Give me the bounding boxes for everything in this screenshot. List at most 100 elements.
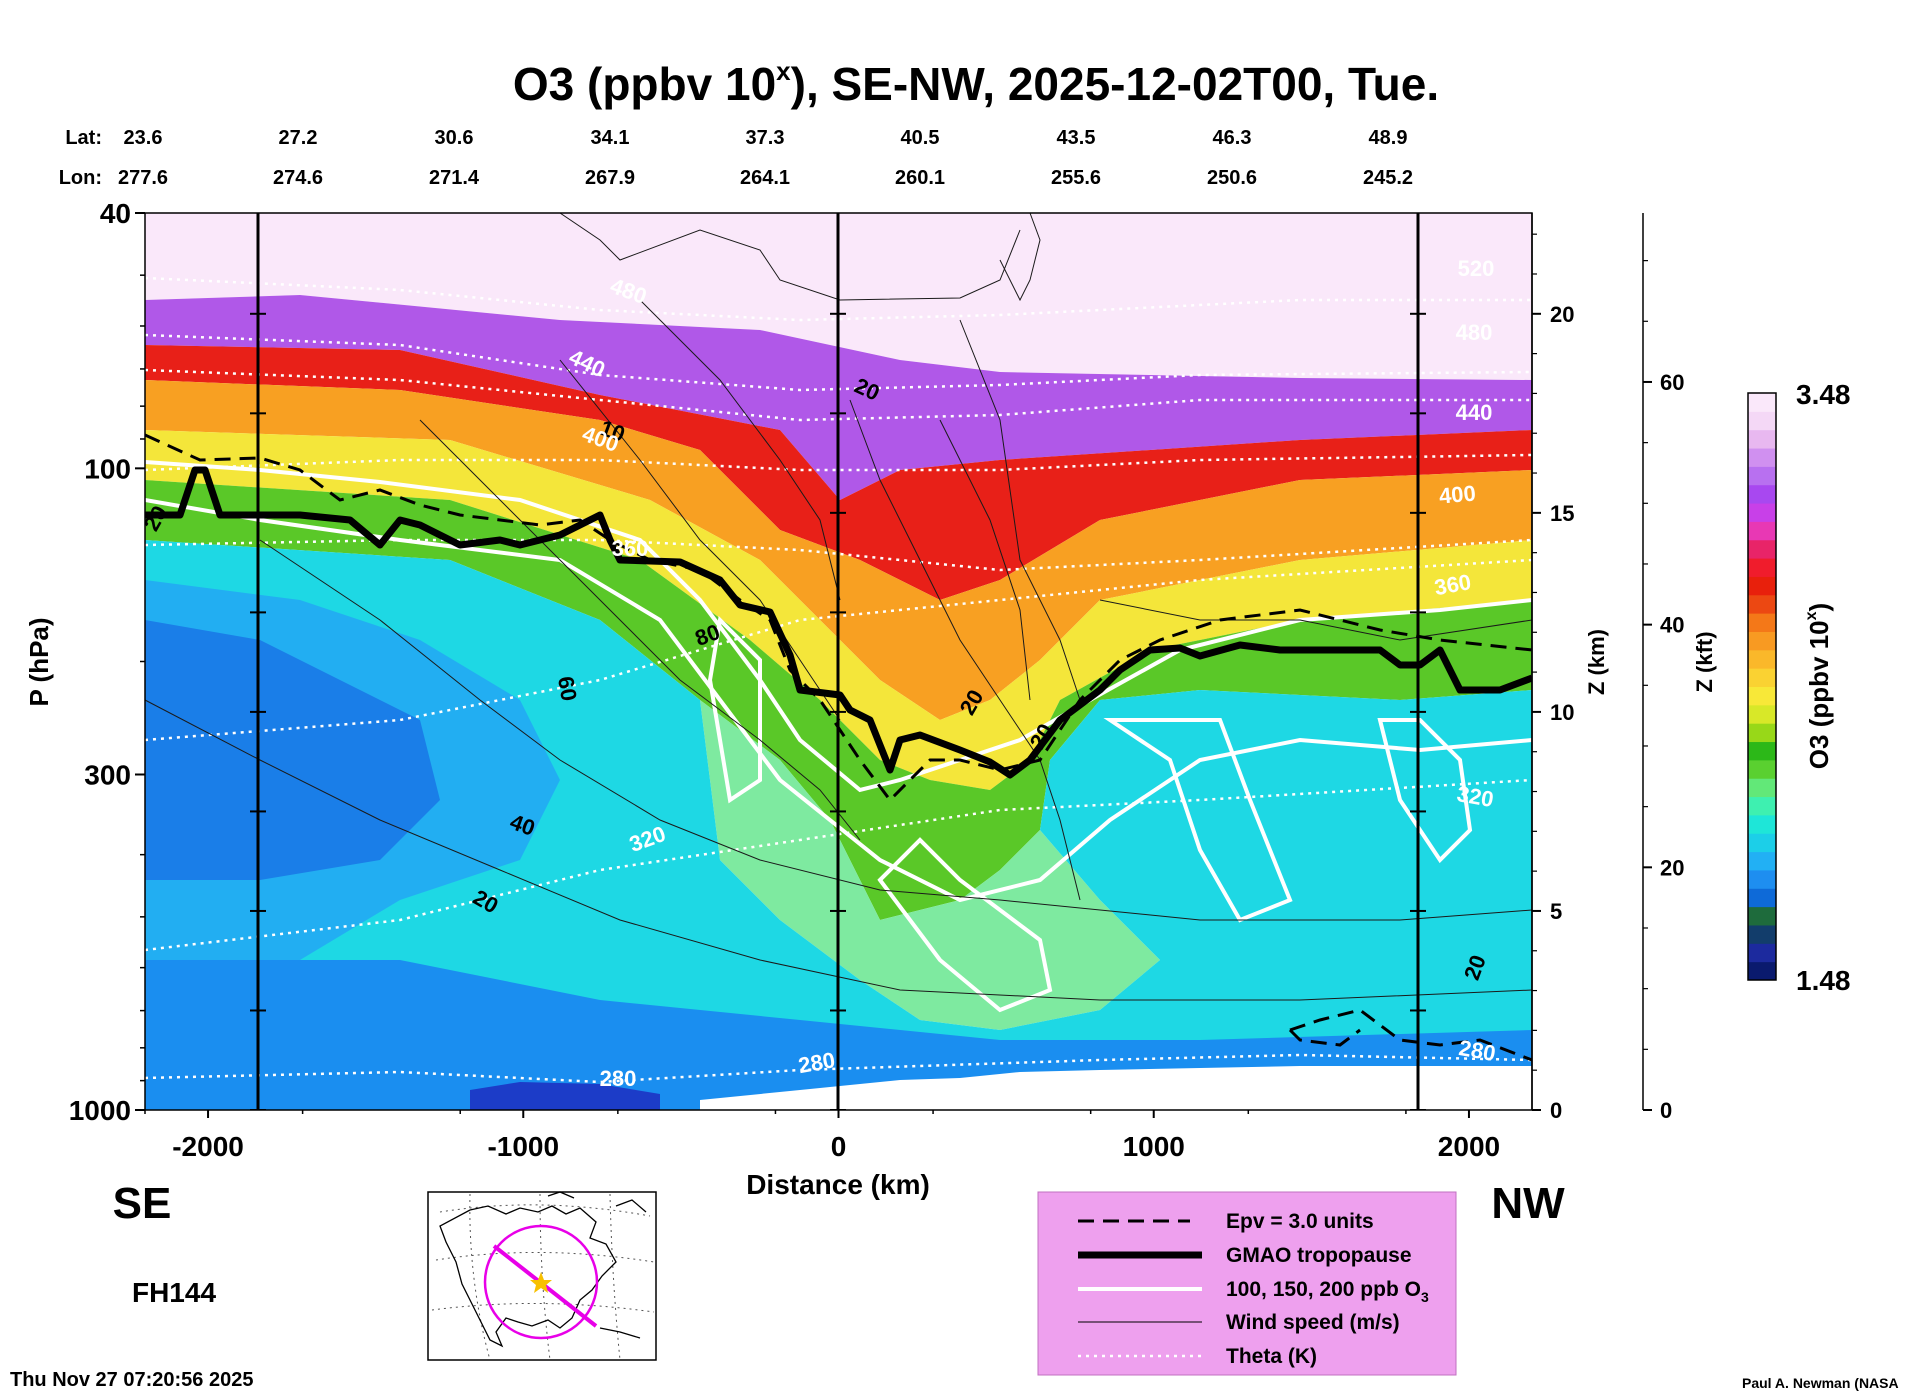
z-km-axis-label: Z (km) [1584,629,1609,695]
y-tick-label: 40 [100,198,131,229]
wind-contours [145,213,1532,1001]
lat-value: 37.3 [746,127,785,149]
colorbar-swatch [1748,668,1776,687]
x-tick-label: -2000 [172,1131,244,1162]
o3-band-cyan [145,540,1532,1080]
wind-contour [939,419,1031,701]
theta-label: 440 [1456,400,1493,425]
z-kft-tick-label: 20 [1660,855,1684,880]
colorbar-swatch [1748,594,1776,614]
colorbar-swatch [1748,393,1776,412]
ozone-contour [707,615,762,804]
colorbar-swatch [1748,924,1776,944]
theta-contour [145,368,1532,422]
timestamp: Thu Nov 27 07:20:56 2025 [10,1369,253,1391]
se-label: SE [113,1179,172,1228]
x-tick-label: 0 [831,1131,847,1162]
legend-epv-label: Epv = 3.0 units [1226,1210,1374,1233]
lat-row: 23.6 27.2 30.6 34.1 37.3 40.5 43.5 46.3 48.9 [124,127,1408,149]
colorbar-swatch [1748,558,1776,577]
x-axis-ticks: -2000 -1000 0 1000 2000 [144,1110,1500,1162]
z-kft-ticks: 0 20 40 60 [1643,260,1684,1123]
colorbar-swatch [1748,759,1776,779]
colorbar-swatch [1748,466,1776,486]
z-km-tick-label: 0 [1550,1098,1562,1123]
gmao-tropopause-line [145,466,1532,779]
x-axis-label: Distance (km) [746,1169,930,1200]
z-kft-tick-label: 40 [1660,613,1684,638]
wind-contour [419,419,861,841]
theta-contours [145,276,1532,1084]
lon-value: 274.6 [273,167,323,189]
wind-contour [559,359,841,721]
x-tick-label: -1000 [487,1131,559,1162]
surface-mask [700,1066,1532,1110]
colorbar-swatch [1748,503,1776,522]
ozone-contour [145,498,1532,903]
theta-label: 480 [1456,320,1493,345]
z-km-ticks: 0 5 10 15 20 [1532,233,1574,1123]
y-axis-label: P (hPa) [24,617,54,706]
lon-value: 267.9 [585,167,635,189]
legend-wind-label: Wind speed (m/s) [1226,1311,1400,1334]
ozone-contour [1103,718,1293,923]
lat-value: 23.6 [124,127,163,149]
z-kft-tick-label: 0 [1660,1098,1672,1123]
map-domain-circle [483,1224,599,1340]
vertical-line-ticks [250,312,1426,1110]
lat-value: 27.2 [279,127,318,149]
x-tick-label: 1000 [1123,1131,1185,1162]
y-tick-label: 1000 [69,1095,131,1126]
lat-value: 34.1 [591,127,630,149]
epv-contour [1288,1028,1361,1047]
colorbar-swatch [1748,539,1776,559]
colorbar-swatch [1748,484,1776,504]
o3-band-orange [145,380,1532,720]
wind-contour [259,539,1532,921]
credit: Paul A. Newman (NASA [1742,1375,1899,1391]
o3-band-blue [145,620,440,880]
epv-contour [145,433,1532,803]
lon-value: 250.6 [1207,167,1257,189]
colorbar-swatch [1748,778,1776,798]
legend-ozone-label: 100, 150, 200 ppb O3 [1226,1278,1429,1305]
ozone-contour [1377,718,1473,864]
colorbar-swatch [1748,411,1776,431]
z-kft-tick-label: 60 [1660,370,1684,395]
z-km-tick-label: 20 [1550,302,1574,327]
lat-value: 43.5 [1057,127,1096,149]
colorbar-swatch [1748,796,1776,816]
wind-contour [559,213,1021,301]
lon-label: Lon: [59,167,102,189]
colorbar-swatch [1748,833,1776,853]
theta-label: 360 [612,536,649,561]
lon-value: 277.6 [118,167,168,189]
forecast-hour: FH144 [132,1277,216,1308]
colorbar-swatch [1748,521,1776,541]
nw-label: NW [1491,1179,1565,1228]
colorbar-swatch [1748,943,1776,963]
colorbar-swatch [1748,448,1776,467]
lon-value: 271.4 [429,167,480,189]
wind-contour [145,699,1532,1001]
z-km-tick-label: 10 [1550,700,1574,725]
ozone-contours [145,460,1532,1013]
colorbar-label: O3 (ppbv 10x) [1803,603,1834,769]
colorbar-swatch [1748,704,1776,724]
epv-contours [145,433,1532,1062]
colorbar-swatch [1748,888,1776,908]
colorbar-frame [1747,392,1777,981]
inset-map [427,1191,657,1361]
z-km-tick-label: 15 [1550,501,1574,526]
colorbar-swatch [1748,814,1776,834]
colorbar-swatch [1748,869,1776,889]
colorbar-min-label: 1.48 [1796,965,1851,996]
y-tick-label: 300 [84,759,131,790]
o3-band-lightgreen [700,700,1160,1030]
wind-contour [999,213,1041,302]
theta-contour [145,333,1532,392]
theta-label: 400 [1438,480,1477,508]
legend: Epv = 3.0 units GMAO tropopause 100, 150… [1037,1191,1457,1376]
lon-row: 277.6 274.6 271.4 267.9 264.1 260.1 255.6 250.6… [118,167,1413,189]
